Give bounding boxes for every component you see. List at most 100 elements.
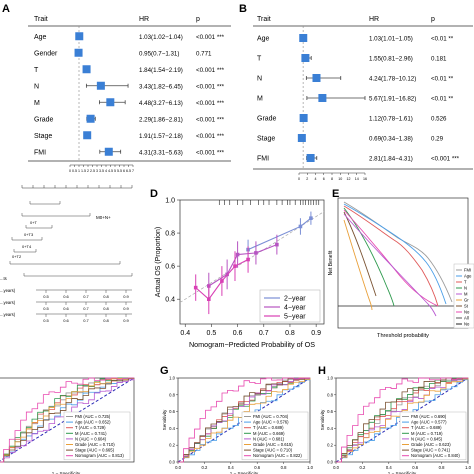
panel-label-a: A — [2, 3, 10, 15]
hr-marker — [106, 98, 115, 107]
calibration-plot-d: D 0.4 0.5 0.6 0.7 0.8 0.9 0.4 0.6 0.8 1.0 Nomogram… — [150, 188, 325, 349]
hr-text: 4.24(1.78−10.12) — [369, 76, 416, 83]
trait-label: Gender — [34, 50, 58, 57]
y-tick-label: 0.4 — [327, 426, 333, 431]
x-tick-label: 4 — [315, 177, 317, 180]
survival-tick-label: 0.9 — [123, 318, 129, 323]
legend-label: All — [464, 316, 469, 321]
legend-label: Age (AUC = 0.577) — [411, 420, 447, 425]
trait-label: Age — [34, 34, 47, 41]
x-tick-label: 1 — [78, 169, 80, 172]
p-text: <0.01 ** — [431, 36, 454, 43]
hr-text: 0.95(0.7−1.31) — [139, 50, 179, 57]
net-benefit-curve — [343, 205, 439, 307]
p-text: 0.29 — [431, 136, 444, 143]
x-tick-label: 3 — [96, 169, 98, 172]
roc-curve — [0, 377, 134, 463]
y-tick-label: 0.8 — [169, 392, 175, 397]
panel-label-d: D — [150, 188, 158, 200]
panel-label-g: G — [160, 365, 169, 377]
header-hr: HR — [139, 16, 149, 23]
legend-label: N (AUC = 0.604) — [75, 436, 107, 441]
survival-tick-label: 0.6 — [63, 294, 69, 299]
nomogram-c: M0+N+ 0+T 0+T3 0+T40+T2 ...years) 0.5 0.6 0.7 0.… — [0, 185, 133, 323]
header-p: p — [196, 16, 200, 23]
survival-tick-label: 0.9 — [123, 306, 129, 311]
y-axis-title: Sensitivity — [320, 409, 325, 430]
x-tick-label: 5 — [114, 169, 116, 172]
nomogram-label: 0+T2 — [12, 254, 22, 259]
legend-label: Nomogram (AUC = 0.822) — [253, 453, 302, 458]
legend-label: No — [464, 310, 470, 315]
y-tick-label: 0.0 — [327, 460, 333, 465]
x-tick-label: 1.0 — [307, 465, 313, 470]
p-text: <0.001 *** — [196, 34, 225, 41]
x-tick-label: 6 — [123, 169, 125, 172]
y-tick-label: 0.8 — [327, 392, 333, 397]
legend-box — [399, 411, 467, 461]
hr-text: 1.91(1.57−2.18) — [139, 133, 183, 140]
trait-label: FMI — [257, 156, 269, 163]
nomogram-label: M0+N+ — [96, 215, 111, 220]
data-point — [298, 224, 303, 229]
survival-tick-label: 0.5 — [43, 318, 49, 323]
survival-label: ...years) — [0, 288, 16, 293]
p-text: <0.001 *** — [196, 133, 225, 140]
legend-label: M (AUC = 0.741) — [75, 431, 107, 436]
hr-marker — [104, 147, 113, 156]
header-hr: HR — [369, 16, 379, 23]
x-tick-label: 0.6 — [233, 330, 243, 337]
x-tick-label: 0.4 — [228, 465, 234, 470]
hr-marker — [318, 94, 327, 102]
legend-box — [259, 289, 321, 323]
trait-label: Age — [257, 36, 270, 43]
legend-label: FMI (AUC = 0.704) — [253, 414, 289, 419]
y-tick-label: 1.0 — [165, 198, 175, 205]
roc-plot-h: H 0.0 0.2 0.4 0.6 0.8 1.0 0.0 0.2 0.4 0.6 0.8 1.0 Se… — [318, 365, 472, 474]
header-trait: Trait — [34, 16, 48, 23]
p-text: <0.001 *** — [196, 100, 225, 107]
forest-plot-b: B Trait HR p Age 1.03(1.01−1.05) <0.01 ** T 1.5… — [239, 3, 473, 180]
legend-label: M (AUC = 0.669) — [253, 431, 285, 436]
hr-text: 1.12(0.78−1.61) — [369, 116, 413, 123]
legend-label: Age — [464, 274, 472, 279]
nomogram-label: 0+T — [30, 220, 38, 225]
x-tick-label: 5.5 — [117, 169, 122, 172]
x-tick-label: 6 — [323, 177, 325, 180]
legend-label: Gr — [464, 298, 469, 303]
data-point — [254, 251, 258, 255]
x-tick-label: 2 — [87, 169, 89, 172]
legend-label: T (AUC = 0.689) — [411, 425, 442, 430]
hr-marker — [299, 34, 308, 42]
p-text: <0.001 *** — [196, 83, 225, 90]
hr-text: 2.29(1.86−2.81) — [139, 116, 183, 123]
x-tick-label: 0.5 — [207, 330, 217, 337]
legend-box — [63, 411, 131, 461]
plot-frame — [179, 199, 325, 325]
roc-panel-f: 1 − Specificity FMI (AUC = 0.725) Age (AUC… — [0, 352, 158, 474]
y-tick-label: 0.6 — [165, 264, 175, 271]
legend-label: T (AUC = 0.729) — [75, 425, 106, 430]
x-tick-label: 0 — [69, 169, 71, 172]
survival-tick-label: 0.8 — [103, 294, 109, 299]
total-points-label: ...ts — [0, 276, 7, 281]
roc-curve — [0, 377, 135, 463]
legend-label: Nomogram (AUC = 0.813) — [75, 453, 124, 458]
roc-panel-h: H 0.0 0.2 0.4 0.6 0.8 1.0 0.0 0.2 0.4 0.6 0.8 1.0 Se… — [316, 352, 474, 474]
trait-label: T — [34, 67, 39, 74]
x-tick-label: 0.6 — [412, 465, 418, 470]
legend-label: FMI — [464, 268, 471, 273]
forest-panel-b: B Trait HR p Age 1.03(1.01−1.05) <0.01 ** T 1.5… — [237, 0, 474, 180]
p-text: <0.001 *** — [196, 149, 225, 156]
p-text: <0.001 *** — [196, 116, 225, 123]
net-benefit-curve — [343, 211, 377, 297]
forest-plot-a: A Trait HR p Age 1.03(1.02−1.04) <0.001 *** Ge… — [2, 3, 231, 172]
trait-label: M — [34, 100, 40, 107]
legend-label: 2−year — [284, 296, 306, 303]
y-tick-label: 0.8 — [165, 231, 175, 238]
p-text: 0.181 — [431, 56, 447, 63]
legend-label: No — [464, 322, 470, 327]
net-benefit-curve — [343, 219, 373, 311]
header-trait: Trait — [257, 16, 271, 23]
x-tick-label: 0.8 — [285, 330, 295, 337]
